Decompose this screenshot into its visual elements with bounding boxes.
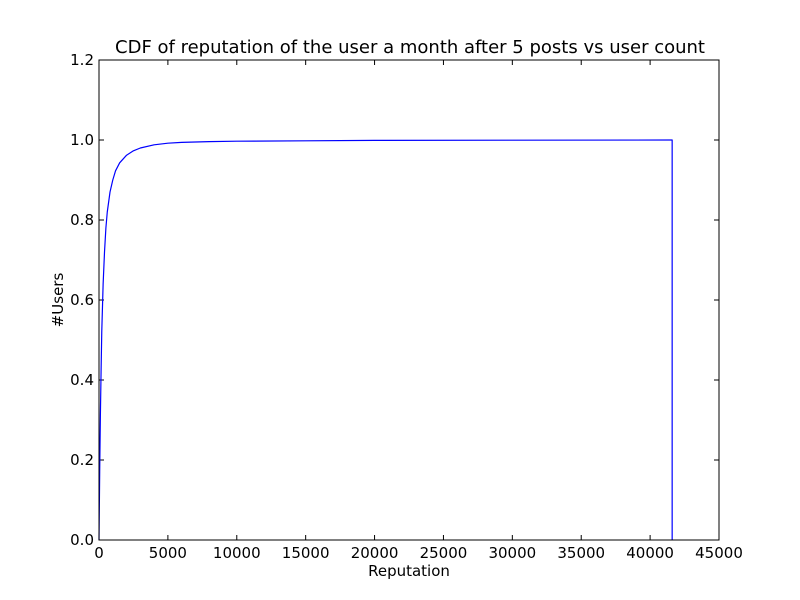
y-axis-label: #Users (49, 273, 67, 328)
x-tick-label: 30000 (488, 544, 536, 562)
x-tick-label: 5000 (149, 544, 187, 562)
plot-area (99, 60, 719, 540)
x-tick-label: 25000 (420, 544, 468, 562)
ticks-group: 0 5000 10000 15000 20000 25000 30000 35000 40000… (70, 51, 743, 562)
x-tick-label: 10000 (213, 544, 261, 562)
x-tick-label: 40000 (626, 544, 674, 562)
y-tick-label: 0.4 (70, 371, 94, 389)
y-tick-label: 0.6 (70, 291, 94, 309)
x-tick-label: 35000 (557, 544, 605, 562)
series-line-0 (98, 139, 673, 541)
y-tick-label: 1.2 (70, 51, 94, 69)
y-tick-label: 0.8 (70, 211, 94, 229)
chart-title: CDF of reputation of the user a month af… (115, 37, 705, 58)
x-axis-label: Reputation (368, 562, 450, 580)
x-tick-label: 15000 (282, 544, 330, 562)
y-tick-label: 1.0 (70, 131, 94, 149)
x-tick-label: 20000 (351, 544, 399, 562)
y-tick-label: 0.0 (70, 531, 94, 549)
y-tick-label: 0.2 (70, 451, 94, 469)
x-tick-label: 45000 (695, 544, 743, 562)
series-group (98, 139, 673, 541)
plot-frame (98, 59, 720, 541)
x-tick-label: 0 (94, 544, 104, 562)
